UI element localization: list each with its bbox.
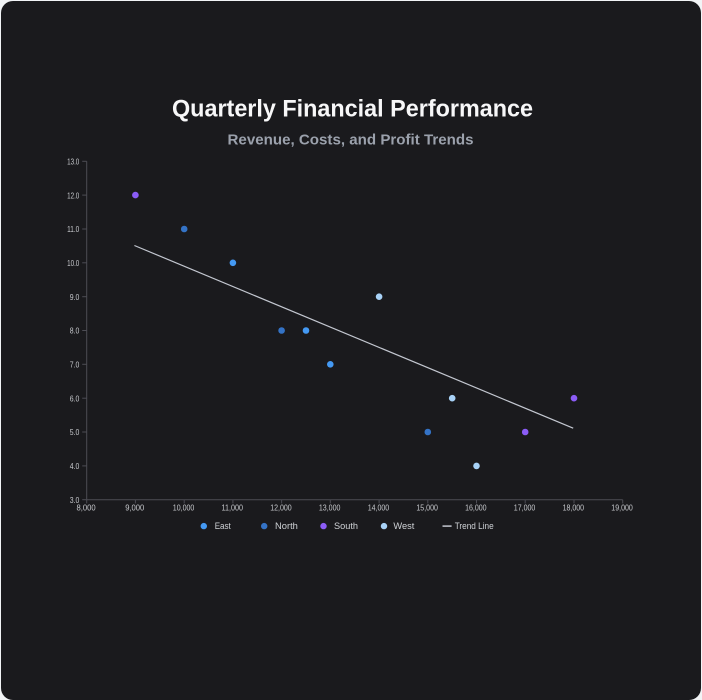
svg-text:13,000: 13,000 [319,502,341,512]
svg-text:13.0: 13.0 [67,157,79,167]
svg-text:9.0: 9.0 [70,292,80,302]
svg-text:Revenue, Costs, and Profit Tre: Revenue, Costs, and Profit Trends [228,132,474,149]
svg-text:8.0: 8.0 [70,326,80,336]
svg-text:11.0: 11.0 [67,224,79,234]
svg-text:14,000: 14,000 [368,502,390,512]
svg-text:15,000: 15,000 [416,502,438,512]
svg-text:West: West [393,521,415,531]
svg-text:10.0: 10.0 [67,258,79,268]
svg-text:12.0: 12.0 [67,190,79,200]
svg-text:North: North [275,521,298,531]
svg-text:9,000: 9,000 [125,502,144,512]
svg-text:4.0: 4.0 [70,461,80,471]
svg-text:East: East [215,521,232,531]
svg-text:11,000: 11,000 [222,502,244,512]
svg-text:6.0: 6.0 [70,393,80,403]
svg-text:South: South [334,521,358,531]
svg-text:3.0: 3.0 [70,495,80,505]
svg-text:19,000: 19,000 [611,502,633,512]
svg-text:16,000: 16,000 [465,502,487,512]
svg-text:Trend Line: Trend Line [455,521,494,531]
svg-text:12,000: 12,000 [270,502,292,512]
svg-text:8,000: 8,000 [77,502,96,512]
svg-text:Quarterly Financial Performanc: Quarterly Financial Performance [172,95,533,122]
svg-text:7.0: 7.0 [70,360,80,370]
svg-text:17,000: 17,000 [514,502,536,512]
svg-text:18,000: 18,000 [563,502,585,512]
svg-text:5.0: 5.0 [70,427,80,437]
svg-text:10,000: 10,000 [173,502,195,512]
